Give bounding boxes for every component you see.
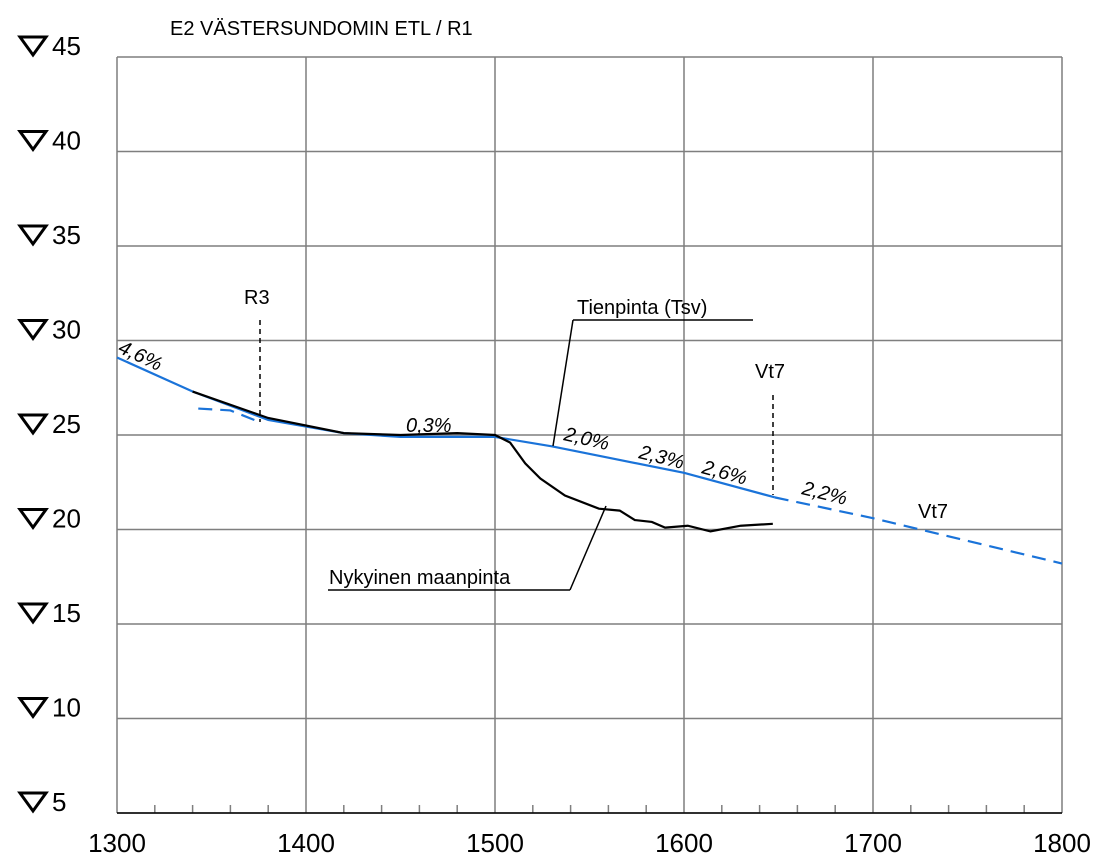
x-tick-label: 1800: [1033, 828, 1091, 858]
y-tick-label: 25: [52, 409, 81, 439]
y-tick-label: 45: [52, 31, 81, 61]
y-tick-label: 15: [52, 598, 81, 628]
slope-label: 0,3%: [406, 415, 452, 437]
level-symbol: [17, 35, 49, 58]
annotation: R3: [244, 287, 270, 309]
leader-line: [569, 505, 607, 591]
y-tick-label: 40: [52, 126, 81, 156]
series-line: [192, 390, 773, 533]
x-tick-label: 1700: [844, 828, 902, 858]
level-symbol: [17, 224, 49, 247]
level-symbol: [17, 319, 49, 342]
y-tick-label: 5: [52, 787, 66, 817]
x-tick-label: 1600: [655, 828, 713, 858]
level-symbol: [17, 130, 49, 153]
y-tick-label: 30: [52, 315, 81, 345]
chart-title: E2 VÄSTERSUNDOMIN ETL / R1: [170, 18, 473, 40]
annotation-layer: R3 Vt7 Vt7 4,6% 0,3% 2,0% 2,3% 2,6% 2,2%…: [115, 287, 948, 591]
y-tick-label: 35: [52, 220, 81, 250]
x-tick-label: 1300: [88, 828, 146, 858]
annotation: Vt7: [918, 501, 948, 523]
level-symbol: [17, 508, 49, 531]
level-symbol: [17, 697, 49, 720]
level-symbol: [17, 791, 49, 814]
series-label: Tienpinta (Tsv): [577, 297, 707, 319]
leader-line: [552, 319, 574, 447]
x-tick-label: 1400: [277, 828, 335, 858]
level-symbol: [17, 413, 49, 436]
series-label: Nykyinen maanpinta: [329, 567, 511, 589]
y-tick-label: 20: [52, 504, 81, 534]
level-symbol: [17, 602, 49, 625]
slope-label: 4,6%: [115, 337, 166, 376]
annotation: Vt7: [755, 361, 785, 383]
series-line: [198, 407, 1063, 565]
x-tick-label: 1500: [466, 828, 524, 858]
y-tick-label: 10: [52, 693, 81, 723]
